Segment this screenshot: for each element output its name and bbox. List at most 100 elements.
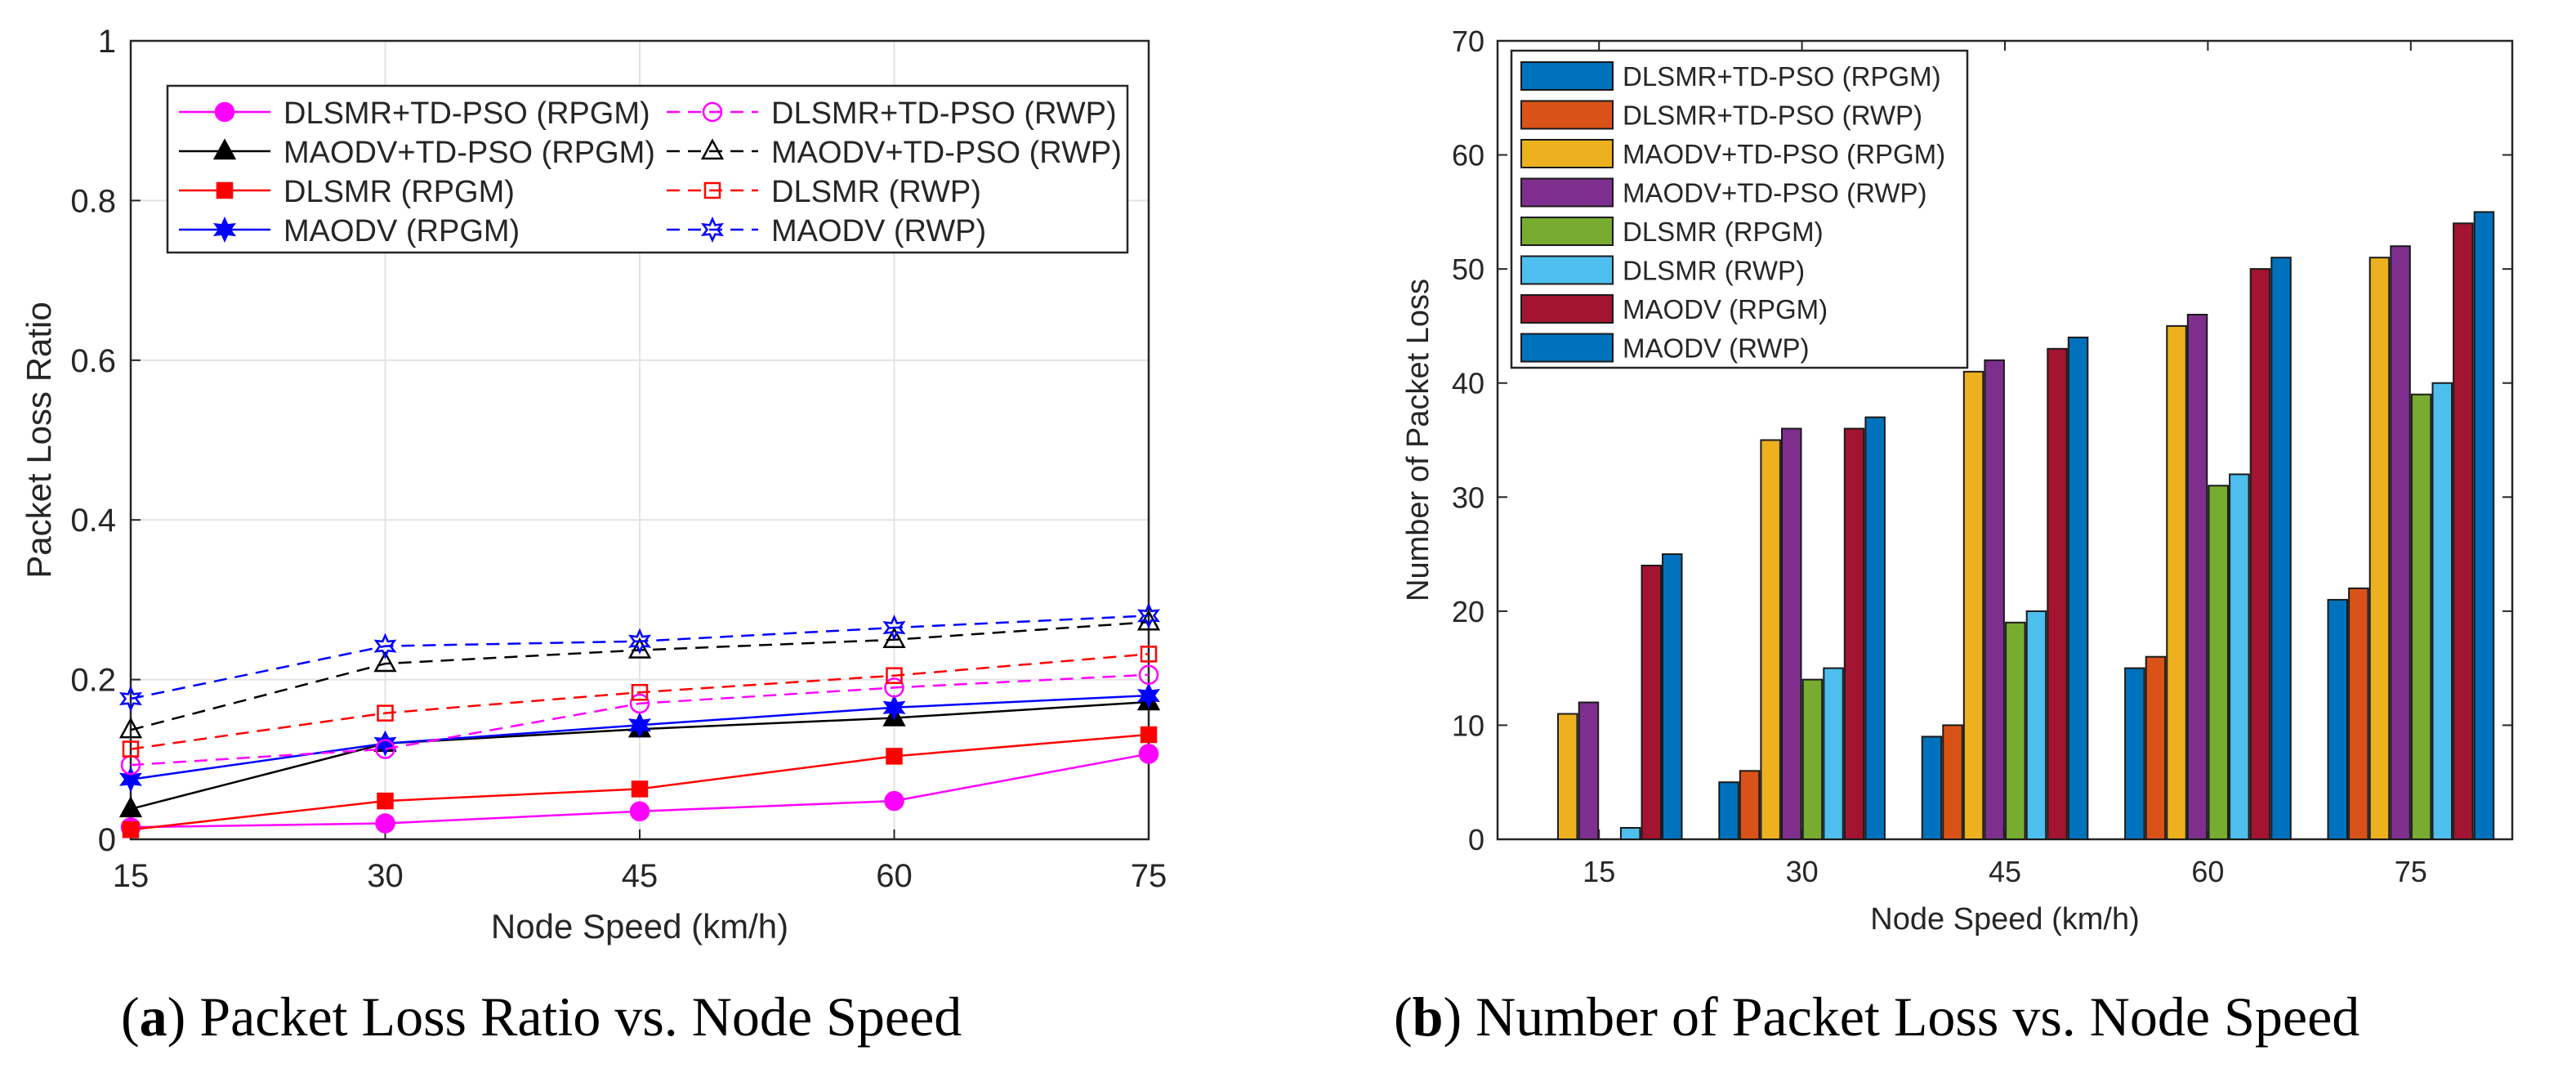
bar-7-0 bbox=[1662, 553, 1683, 840]
bar-3-4 bbox=[2390, 245, 2411, 840]
data-point-a-0 bbox=[1138, 744, 1159, 764]
legend-swatch-b-0 bbox=[1520, 61, 1614, 91]
data-point-a-5 bbox=[118, 717, 143, 739]
legend-label-b-2: MAODV+TD-PSO (RPGM) bbox=[1623, 139, 1945, 169]
bar-7-1 bbox=[1864, 416, 1886, 841]
x-tick-label-a: 45 bbox=[622, 858, 659, 894]
bar-3-1 bbox=[1781, 427, 1802, 840]
data-point-a-2 bbox=[122, 821, 140, 838]
y-tick-label-b: 70 bbox=[1452, 25, 1484, 58]
x-tick-label-b: 15 bbox=[1583, 855, 1615, 888]
data-point-a-4 bbox=[375, 739, 395, 759]
data-point-a-7 bbox=[882, 614, 906, 642]
data-point-a-7 bbox=[118, 685, 143, 713]
data-point-a-4 bbox=[884, 677, 904, 698]
y-tick-label-b: 40 bbox=[1452, 367, 1484, 400]
series-line-a-7 bbox=[130, 615, 1150, 700]
legend-marker-a-1 bbox=[212, 138, 237, 160]
data-point-a-4 bbox=[629, 693, 650, 714]
legend-swatch-b-6 bbox=[1520, 294, 1614, 324]
bar-7-4 bbox=[2473, 211, 2495, 840]
bar-5-4 bbox=[2431, 382, 2453, 840]
x-tick-label-a: 15 bbox=[113, 858, 150, 894]
data-point-a-7 bbox=[373, 633, 397, 659]
bar-5-1 bbox=[1823, 667, 1844, 840]
x-tick-label-b: 45 bbox=[1989, 855, 2021, 888]
bar-chart-number-of-packet-loss: 15 30 45 60 75 0 10 20 30 40 50 60 70 Node Speed (km/… bbox=[1401, 25, 2514, 937]
legend-label-b-3: MAODV+TD-PSO (RWP) bbox=[1623, 178, 1927, 208]
data-point-a-2 bbox=[631, 780, 649, 798]
bar-4-3 bbox=[2208, 485, 2229, 840]
x-tick-label-a: 75 bbox=[1131, 858, 1167, 894]
legend-a bbox=[166, 84, 1129, 254]
bar-0-4 bbox=[2327, 598, 2348, 841]
data-point-a-6 bbox=[377, 704, 394, 722]
bar-3-2 bbox=[1984, 359, 2005, 840]
bar-1-1 bbox=[1739, 770, 1761, 840]
data-point-a-0 bbox=[375, 813, 395, 834]
bar-6-1 bbox=[1843, 427, 1865, 840]
caption-a: (a) Packet Loss Ratio vs. Node Speed bbox=[121, 985, 962, 1049]
bar-0-2 bbox=[1921, 735, 1943, 841]
data-point-a-0 bbox=[884, 790, 904, 812]
y-axis-label-b: Number of Packet Loss bbox=[1401, 279, 1435, 601]
bar-6-0 bbox=[1641, 565, 1662, 840]
legend-swatch-b-7 bbox=[1520, 333, 1614, 363]
bar-3-0 bbox=[1578, 701, 1600, 840]
x-tick-label-a: 60 bbox=[876, 858, 913, 894]
legend-label-b-7: MAODV (RWP) bbox=[1623, 333, 1810, 364]
legend-swatch-b-3 bbox=[1520, 177, 1614, 208]
legend-label-a-1: MAODV+TD-PSO (RPGM) bbox=[283, 136, 655, 170]
y-tick-label-a: 1 bbox=[98, 24, 116, 60]
bar-5-0 bbox=[1619, 827, 1641, 840]
y-axis-label-a: Packet Loss Ratio bbox=[20, 302, 58, 579]
legend-marker-a-7 bbox=[700, 216, 725, 244]
data-point-a-3 bbox=[627, 712, 652, 739]
bar-3-3 bbox=[2186, 314, 2208, 840]
caption-b-label: b bbox=[1412, 986, 1444, 1048]
bar-7-3 bbox=[2270, 257, 2292, 840]
data-point-a-0 bbox=[629, 801, 650, 822]
x-tick-label-b: 75 bbox=[2395, 855, 2427, 888]
legend-label-a-7: MAODV (RWP) bbox=[771, 214, 986, 248]
data-point-a-2 bbox=[377, 792, 394, 810]
bar-4-1 bbox=[1801, 678, 1824, 840]
caption-b-open: ( bbox=[1394, 986, 1413, 1048]
legend-marker-a-3 bbox=[212, 216, 237, 244]
data-point-a-6 bbox=[631, 683, 649, 701]
data-point-a-4 bbox=[1138, 664, 1159, 685]
legend-label-a-0: DLSMR+TD-PSO (RPGM) bbox=[283, 96, 650, 131]
bar-5-3 bbox=[2229, 473, 2250, 841]
legend-swatch-b-1 bbox=[1520, 100, 1614, 130]
bar-1-2 bbox=[1942, 724, 1963, 841]
data-point-a-3 bbox=[118, 766, 143, 793]
caption-a-label: a bbox=[139, 986, 167, 1048]
data-point-a-1 bbox=[118, 796, 143, 818]
legend-marker-a-6 bbox=[703, 181, 721, 199]
legend-label-b-6: MAODV (RPGM) bbox=[1623, 294, 1828, 324]
legend-swatch-b-2 bbox=[1520, 139, 1614, 168]
y-tick-label-a: 0.6 bbox=[70, 343, 116, 379]
legend-label-b-5: DLSMR (RWP) bbox=[1623, 256, 1805, 286]
x-tick-label-b: 60 bbox=[2191, 855, 2224, 888]
data-point-a-2 bbox=[1140, 726, 1158, 744]
data-point-a-6 bbox=[1140, 646, 1158, 663]
y-tick-label-b: 0 bbox=[1468, 823, 1484, 856]
data-point-a-5 bbox=[627, 637, 652, 659]
bar-4-4 bbox=[2410, 393, 2432, 840]
data-point-a-3 bbox=[373, 730, 397, 757]
bar-1-3 bbox=[2145, 655, 2167, 841]
bar-6-4 bbox=[2453, 222, 2474, 840]
legend-label-b-1: DLSMR+TD-PSO (RWP) bbox=[1623, 101, 1922, 131]
legend-marker-a-4 bbox=[702, 101, 723, 123]
bar-6-3 bbox=[2249, 268, 2271, 841]
data-point-a-2 bbox=[886, 748, 903, 765]
y-tick-label-b: 10 bbox=[1452, 709, 1484, 742]
legend-label-b-4: DLSMR (RPGM) bbox=[1623, 217, 1824, 247]
bar-7-2 bbox=[2067, 336, 2089, 840]
bar-1-4 bbox=[2348, 587, 2369, 841]
series-line-a-4 bbox=[130, 673, 1150, 767]
legend-label-b-0: DLSMR+TD-PSO (RPGM) bbox=[1623, 61, 1941, 92]
data-point-a-5 bbox=[882, 627, 906, 648]
y-tick-label-a: 0.8 bbox=[70, 183, 116, 219]
